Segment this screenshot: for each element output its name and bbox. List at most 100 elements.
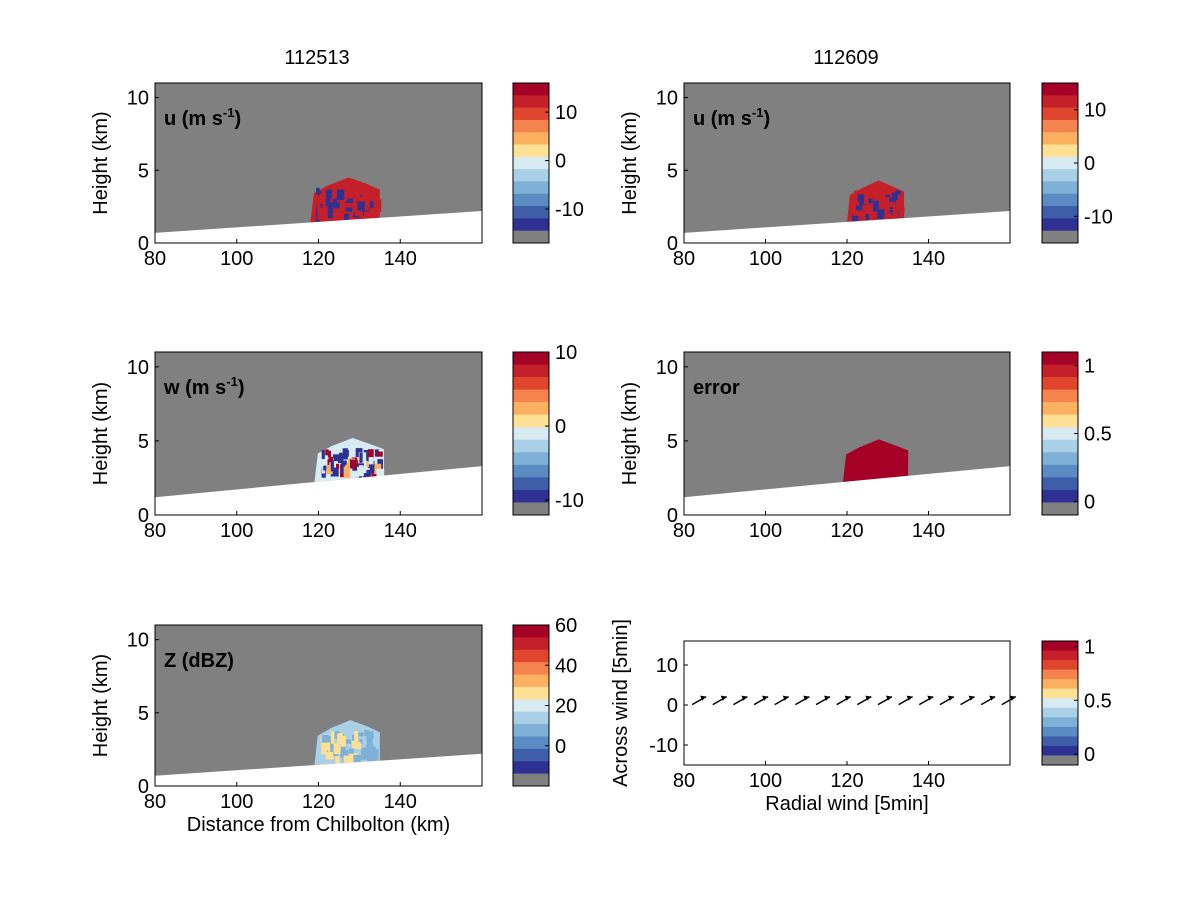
echo-cell xyxy=(369,460,375,474)
echo-cell xyxy=(341,191,348,201)
echo-cell xyxy=(345,198,354,204)
colorbar-segment xyxy=(1042,502,1078,516)
echo-cell xyxy=(875,196,883,203)
x-tick-label: 140 xyxy=(384,520,417,542)
echo-cell xyxy=(325,449,329,456)
colorbar-segment xyxy=(1042,755,1078,766)
echo-cell xyxy=(332,454,340,462)
echo-region xyxy=(842,439,909,483)
echo-cell xyxy=(372,208,378,216)
echo-cell xyxy=(345,207,353,212)
colorbar-segment xyxy=(1042,464,1078,478)
echo-cell xyxy=(336,463,340,469)
colorbar-segment xyxy=(513,119,549,133)
colorbar-segment xyxy=(513,156,549,170)
echo-cell xyxy=(865,213,870,221)
colorbar-segment xyxy=(513,452,549,466)
echo-cell xyxy=(364,730,370,736)
echo-cell xyxy=(371,748,379,760)
colorbar-segment xyxy=(513,352,549,366)
colorbar-segment xyxy=(513,389,549,403)
echo-cell xyxy=(366,734,372,743)
echo-cell xyxy=(339,210,345,221)
colorbar-tick-label: 0 xyxy=(1084,153,1095,175)
colorbar-segment xyxy=(1042,402,1078,416)
echo-cell xyxy=(325,751,334,760)
colorbar-tick-label: 20 xyxy=(555,696,577,718)
echo-cell xyxy=(360,749,368,760)
colorbar-segment xyxy=(1042,641,1078,652)
echo-cell xyxy=(333,743,341,754)
wind-arrow-head xyxy=(700,695,707,701)
echo-cell xyxy=(352,744,359,749)
y-axis-label: Height (km) xyxy=(90,111,112,214)
colorbar-segment xyxy=(513,364,549,378)
echo-cell xyxy=(349,748,354,759)
wind-arrow-head xyxy=(989,695,996,701)
colorbar-tick-label: 0 xyxy=(1084,744,1095,766)
echo-cell xyxy=(880,195,886,202)
colorbar-segment xyxy=(1042,83,1078,96)
echo-cell xyxy=(889,202,896,208)
x-tick-label: 100 xyxy=(220,791,253,813)
x-tick-label: 120 xyxy=(302,791,335,813)
echo-cell xyxy=(353,754,361,763)
colorbar-segment xyxy=(1042,119,1078,133)
x-tick-label: 100 xyxy=(749,770,782,792)
colorbar-segment xyxy=(513,686,549,700)
colorbar-tick-label: 1 xyxy=(1084,636,1095,658)
echo-cell xyxy=(365,747,371,756)
echo-cell xyxy=(885,194,892,199)
colorbar-segment xyxy=(1042,726,1078,737)
echo-cell xyxy=(871,210,879,224)
echo-cell xyxy=(325,189,333,199)
echo-cell xyxy=(336,189,345,201)
colorbar-frame xyxy=(1041,640,1079,766)
x-tick-label: 80 xyxy=(673,520,695,542)
echo-cell xyxy=(862,205,868,210)
colorbar-segment xyxy=(1042,707,1078,718)
colorbar-segment xyxy=(513,414,549,428)
y-axis-label: Height (km) xyxy=(619,382,641,485)
colorbar-segment xyxy=(513,144,549,158)
colorbar-segment xyxy=(513,218,549,232)
echo-cell xyxy=(359,739,363,744)
colorbar-tick-label: -10 xyxy=(555,490,584,512)
echo-cell xyxy=(362,190,370,200)
y-tick-label: 5 xyxy=(138,431,149,453)
wind-arrow-head xyxy=(803,695,810,701)
wind-arrow-head xyxy=(968,695,975,701)
x-tick-label: 120 xyxy=(830,520,863,542)
echo-cell xyxy=(876,204,883,210)
colorbar-segment xyxy=(1042,660,1078,671)
x-tick-label: 140 xyxy=(912,248,945,270)
panel-label: w (m s-1) xyxy=(163,374,244,399)
echo-cell xyxy=(852,204,859,216)
wind-arrow-head xyxy=(782,695,789,701)
y-tick-label: 0 xyxy=(667,695,678,717)
echo-cell xyxy=(346,460,350,467)
echo-cell xyxy=(853,194,860,201)
echo-cell xyxy=(881,207,888,221)
echo-cell xyxy=(341,463,346,474)
echo-cell xyxy=(330,467,339,477)
echo-cell xyxy=(327,459,331,469)
colorbar-segment xyxy=(1042,389,1078,403)
echo-cell xyxy=(321,736,329,749)
colorbar-segment xyxy=(1042,688,1078,699)
colorbar-segment xyxy=(513,674,549,688)
colorbar-segment xyxy=(513,625,549,638)
colorbar-segment xyxy=(1042,439,1078,453)
echo-cell xyxy=(872,200,879,212)
wind-arrow-head xyxy=(844,695,851,701)
colorbar-segment xyxy=(513,132,549,146)
echo-cell xyxy=(337,733,343,745)
echo-cell xyxy=(334,731,340,739)
echo-cell xyxy=(327,450,332,458)
echo-cell xyxy=(852,213,859,222)
echo-cell xyxy=(341,460,347,465)
echo-cell xyxy=(363,469,371,483)
